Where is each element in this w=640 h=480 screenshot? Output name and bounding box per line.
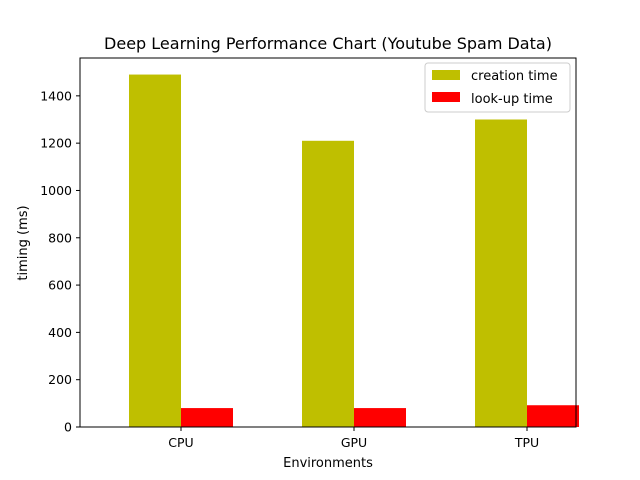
legend-swatch-look-up-time [432,92,460,102]
legend-label-creation-time: creation time [471,69,558,84]
x-tick-label-gpu: GPU [341,435,367,450]
y-tick-label-600: 600 [48,278,72,293]
legend-swatch-creation-time [432,70,460,80]
y-tick-label-200: 200 [48,372,72,387]
y-tick-label-1400: 1400 [40,88,72,103]
bar-creation-time-cpu [129,74,181,428]
legend-label-look-up-time: look-up time [471,92,553,107]
bar-look-up-time-gpu [354,408,406,427]
bar-creation-time-tpu [475,119,527,427]
bar-creation-time-gpu [302,140,354,428]
y-tick-label-0: 0 [64,420,72,435]
chart-title: Deep Learning Performance Chart (Youtube… [104,34,552,53]
y-tick-label-800: 800 [48,230,72,245]
x-axis-label: Environments [283,456,373,471]
x-tick-label-tpu: TPU [514,435,539,450]
bars-layer [129,74,579,428]
y-axis-label: timing (ms) [16,205,31,280]
bar-look-up-time-tpu [527,405,579,427]
y-tick-label-1200: 1200 [40,136,72,151]
plot-frame [79,57,577,428]
y-tick-label-1000: 1000 [40,183,72,198]
y-tick-label-400: 400 [48,325,72,340]
y-axis-ticks: 0 200 400 600 800 1000 1200 1400 [40,88,80,435]
x-axis-ticks: CPU GPU TPU [168,427,539,450]
bar-look-up-time-cpu [181,408,233,427]
legend: creation time look-up time [424,62,571,113]
legend-box [424,62,571,113]
x-tick-label-cpu: CPU [168,435,193,450]
